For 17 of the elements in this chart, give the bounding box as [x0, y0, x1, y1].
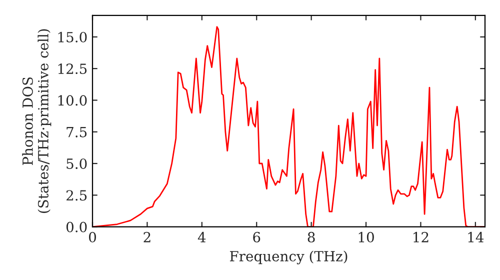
x-tick-label: 12 — [414, 232, 428, 242]
y-tick-label: 2.5 — [66, 190, 87, 201]
x-tick-label: 14 — [468, 232, 484, 242]
x-tick-label: 10 — [358, 232, 374, 242]
x-tick-label: 2 — [144, 232, 150, 242]
x-tick-label: 4 — [198, 232, 206, 242]
x-tick-label: 8 — [308, 232, 315, 242]
x-tick-label: 0 — [88, 232, 96, 242]
y-tick-label: 5.0 — [66, 158, 87, 169]
y-tick-label: 12.5 — [58, 64, 87, 74]
y-tick-label: 0.0 — [66, 222, 87, 232]
y-tick-label: 7.5 — [66, 127, 87, 138]
x-tick-label: 6 — [253, 232, 260, 242]
y-axis-title: Phonon DOS (States/THz·primitive cell) — [22, 29, 52, 213]
x-axis-title: Frequency (THz) — [230, 250, 348, 264]
y-tick-label: 10.0 — [58, 95, 87, 106]
y-tick-label: 15.0 — [58, 32, 87, 42]
